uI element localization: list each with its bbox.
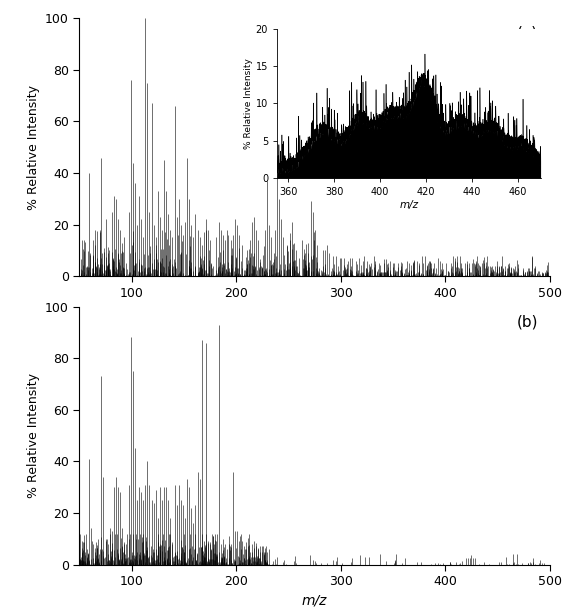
X-axis label: m/z: m/z (302, 305, 327, 319)
Text: (a): (a) (517, 26, 538, 41)
Text: (b): (b) (517, 314, 538, 329)
Y-axis label: % Relative Intensity: % Relative Intensity (27, 85, 40, 209)
X-axis label: m/z: m/z (302, 594, 327, 607)
Y-axis label: % Relative Intensity: % Relative Intensity (27, 373, 40, 498)
